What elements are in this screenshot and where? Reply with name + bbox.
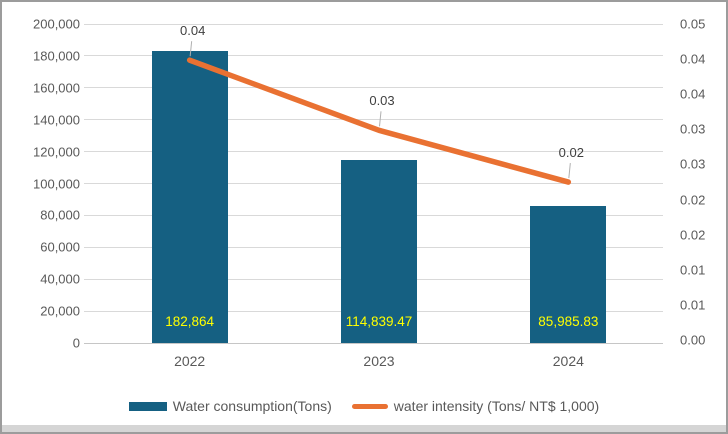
right-axis-label: 0.05	[680, 16, 706, 32]
right-axis-label: 0.01	[680, 262, 706, 278]
right-axis-label: 0.04	[680, 51, 706, 67]
legend: Water consumption(Tons) water intensity (…	[2, 395, 726, 417]
left-axis-label: 160,000	[33, 80, 80, 96]
legend-item: water intensity (Tons/ NT$ 1,000)	[351, 398, 600, 414]
bar-swatch-icon	[128, 401, 167, 411]
left-axis-label: 0	[72, 335, 80, 351]
gridline	[84, 55, 663, 57]
right-axis-label: 0.03	[680, 121, 706, 137]
left-axis-label: 140,000	[33, 112, 80, 128]
bottom-strip	[2, 425, 726, 432]
bar-data-label: 182,864	[165, 314, 215, 329]
right-axis-label: 0.02	[680, 192, 706, 208]
left-axis-label: 60,000	[40, 239, 80, 255]
bar-data-label: 85,985.83	[538, 314, 599, 329]
bar-2023	[341, 159, 417, 343]
right-axis-label: 0.04	[680, 86, 706, 102]
x-axis-label: 2022	[174, 353, 206, 369]
right-axis-label: 0.03	[680, 156, 706, 172]
gridline	[84, 342, 663, 344]
x-axis-label: 2024	[552, 353, 584, 369]
legend-label: water intensity (Tons/ NT$ 1,000)	[393, 398, 600, 414]
legend-item: Water consumption(Tons)	[128, 398, 332, 414]
bar-2024	[530, 205, 607, 343]
bar-2022	[151, 51, 228, 343]
line-data-label: 0.03	[369, 93, 395, 109]
right-axis-label: 0.01	[680, 297, 706, 313]
line-data-label: 0.02	[558, 145, 584, 161]
bar-data-label: 114,839.47	[345, 314, 413, 329]
right-axis-label: 0.00	[680, 332, 706, 348]
x-axis-label: 2023	[363, 353, 395, 369]
left-axis-label: 100,000	[33, 176, 80, 191]
line-data-label: 0.04	[180, 23, 206, 39]
line-swatch-icon	[351, 403, 388, 409]
left-axis-label: 180,000	[33, 48, 80, 64]
left-axis-label: 40,000	[40, 271, 80, 287]
right-axis-label: 0.02	[680, 227, 706, 243]
left-axis-label: 80,000	[40, 207, 80, 223]
left-axis-label: 20,000	[40, 303, 80, 319]
left-axis-label: 120,000	[33, 144, 80, 160]
legend-label: Water consumption(Tons)	[172, 398, 332, 414]
gridline	[84, 23, 663, 25]
left-axis-label: 200,000	[33, 16, 80, 32]
